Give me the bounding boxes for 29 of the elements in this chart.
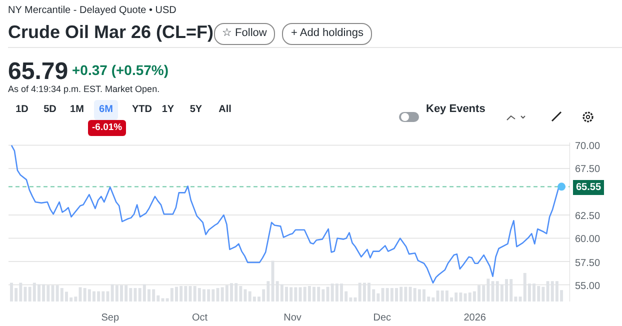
chart-subtitle: NY Mercantile - Delayed Quote • USD [8,4,176,18]
y-tick-label: 57.50 [575,256,600,271]
text: 1M [69,103,85,117]
y-tick-label: 70.00 [575,140,600,154]
y-tick-label: 55.00 [575,280,600,294]
text: + Add holdings [282,23,372,45]
text: As of 4:19:34 p.m. EST. Market Open. [8,83,160,96]
text: 5D [42,103,58,117]
y-tick-label: 60.00 [575,233,600,248]
text: ☆ Follow [214,23,275,45]
x-tick-label: Oct [192,312,208,324]
text: +0.37 (+0.57%) [72,61,169,80]
y-tick-label: 67.50 [575,163,600,178]
chart-title: Crude Oil Mar 26 (CL=F) [8,21,214,44]
y-tick-label: 62.50 [575,210,600,224]
bar [161,298,164,302]
text: 1Y [160,103,176,117]
x-tick-label: 2026 [464,312,486,324]
text: All [218,103,232,117]
text: 6M [94,100,118,120]
x-tick-label: Nov [284,312,302,324]
x-tick-label: Dec [373,312,392,324]
text: YTD [131,103,153,117]
text: 1D [14,103,30,117]
text: 5Y [188,103,204,117]
text: Key Events [426,102,486,117]
text: -6.01% [88,120,126,136]
x-tick-label: Sep [101,312,120,324]
ref-line-label: 65.55 [573,180,604,196]
